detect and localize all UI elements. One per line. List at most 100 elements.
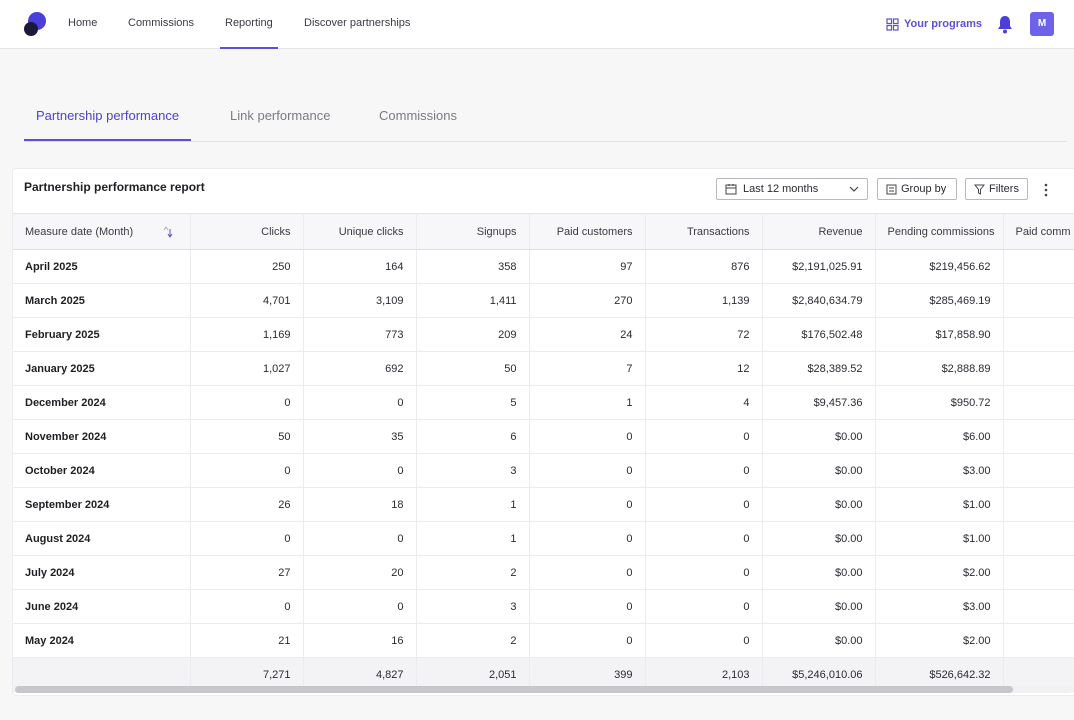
table-cell: 5 [416,385,530,420]
table-cell: 35 [303,419,417,454]
table-cell: 0 [529,487,646,522]
table-cell: 27 [190,555,304,590]
table-cell: $2,840,634.79 [762,283,876,318]
table-cell: 50 [190,419,304,454]
table-cell [1003,555,1074,590]
column-header[interactable]: Pending commissions [875,213,1004,250]
column-header-label: Signups [476,225,517,238]
bell-icon[interactable] [996,14,1014,34]
table-cell: $2.00 [875,555,1004,590]
table-cell: 0 [645,521,763,556]
filters-button[interactable]: Filters [965,178,1028,200]
column-header[interactable]: Paid customers [529,213,646,250]
table-cell: 3 [416,453,530,488]
table-cell: 72 [645,317,763,352]
table-cell: 24 [529,317,646,352]
table-cell: 7 [529,351,646,386]
column-header-label: Measure date (Month) [25,225,134,238]
table-cell: $1.00 [875,521,1004,556]
table-cell: 6 [416,419,530,454]
table-cell: 250 [190,249,304,284]
table-cell: 16 [303,623,417,658]
table-row: February 2025 1,169 773 209 24 72 $176,502.48 $… [13,317,1074,352]
table-cell: $0.00 [762,419,876,454]
row-date-cell: February 2025 [13,317,191,352]
table-cell: 1,169 [190,317,304,352]
column-header-measure-date[interactable]: Measure date (Month) [13,213,191,250]
nav-discover-partnerships[interactable]: Discover partnerships [304,17,411,29]
more-options-icon[interactable] [1041,181,1051,199]
table-cell: 97 [529,249,646,284]
total-cell: 7,271 [190,657,304,692]
horizontal-scrollbar-thumb[interactable] [15,686,1013,693]
app-logo-icon[interactable] [22,10,48,38]
row-date-cell: May 2024 [13,623,191,658]
table-cell: 0 [529,555,646,590]
table-row: April 2025 250 164 358 97 876 $2,191,025.91 $21… [13,249,1074,284]
date-range-select[interactable]: Last 12 months [716,178,868,200]
table-cell: 0 [190,453,304,488]
table-cell: 12 [645,351,763,386]
report-card: Partnership performance report Last 12 m… [12,168,1074,696]
table-row: September 2024 26 18 1 0 0 $0.00 $1.00 [13,487,1074,522]
tab-link-performance[interactable]: Link performance [230,108,331,123]
table-cell: 876 [645,249,763,284]
calendar-icon [725,184,737,195]
table-cell: 20 [303,555,417,590]
column-header-label: Clicks [261,225,291,238]
column-header[interactable]: Unique clicks [303,213,417,250]
table-cell [1003,351,1074,386]
tab-partnership-performance[interactable]: Partnership performance [24,100,192,141]
filters-label: Filters [989,183,1019,195]
table-cell: 164 [303,249,417,284]
column-header[interactable]: Revenue [762,213,876,250]
table-cell: $6.00 [875,419,1004,454]
column-header[interactable]: Clicks [190,213,304,250]
column-header-label: Unique clicks [338,225,404,238]
table-cell: $0.00 [762,555,876,590]
table-cell: 0 [645,555,763,590]
nav-home[interactable]: Home [68,17,98,29]
tab-commissions[interactable]: Commissions [379,108,458,123]
column-header[interactable]: Paid comm [1003,213,1074,250]
filter-icon [974,184,985,195]
row-date-cell: January 2025 [13,351,191,386]
table-cell: $219,456.62 [875,249,1004,284]
table-cell: 18 [303,487,417,522]
tabs-divider [24,141,1067,142]
table-cell: $176,502.48 [762,317,876,352]
table-cell: $285,469.19 [875,283,1004,318]
table-cell: 1,139 [645,283,763,318]
table-cell: 1 [529,385,646,420]
row-date-cell: October 2024 [13,453,191,488]
table-cell: $0.00 [762,623,876,658]
nav-reporting[interactable]: Reporting [220,0,278,49]
table-cell: 209 [416,317,530,352]
table-cell: 4,701 [190,283,304,318]
column-header[interactable]: Transactions [645,213,763,250]
your-programs-button[interactable]: Your programs [886,15,982,33]
table-cell [1003,589,1074,624]
table-cell: 0 [645,623,763,658]
table-cell [1003,487,1074,522]
table-cell: $0.00 [762,453,876,488]
table-cell: 0 [645,487,763,522]
nav-commissions[interactable]: Commissions [128,17,195,29]
table-cell [1003,249,1074,284]
user-avatar[interactable]: M [1030,12,1054,36]
table-cell: $1.00 [875,487,1004,522]
table-cell: 1,027 [190,351,304,386]
table-cell: 0 [529,589,646,624]
table-row: March 2025 4,701 3,109 1,411 270 1,139 $2,840,… [13,283,1074,318]
table-cell: 358 [416,249,530,284]
table-cell: 0 [529,623,646,658]
row-date-cell: June 2024 [13,589,191,624]
table-cell: 3 [416,589,530,624]
column-header-label: Paid comm [1015,225,1071,238]
sort-icon[interactable] [162,225,174,239]
column-header[interactable]: Signups [416,213,530,250]
row-date-cell: November 2024 [13,419,191,454]
table-cell: $9,457.36 [762,385,876,420]
table-cell: 0 [303,385,417,420]
group-by-button[interactable]: Group by [877,178,957,200]
